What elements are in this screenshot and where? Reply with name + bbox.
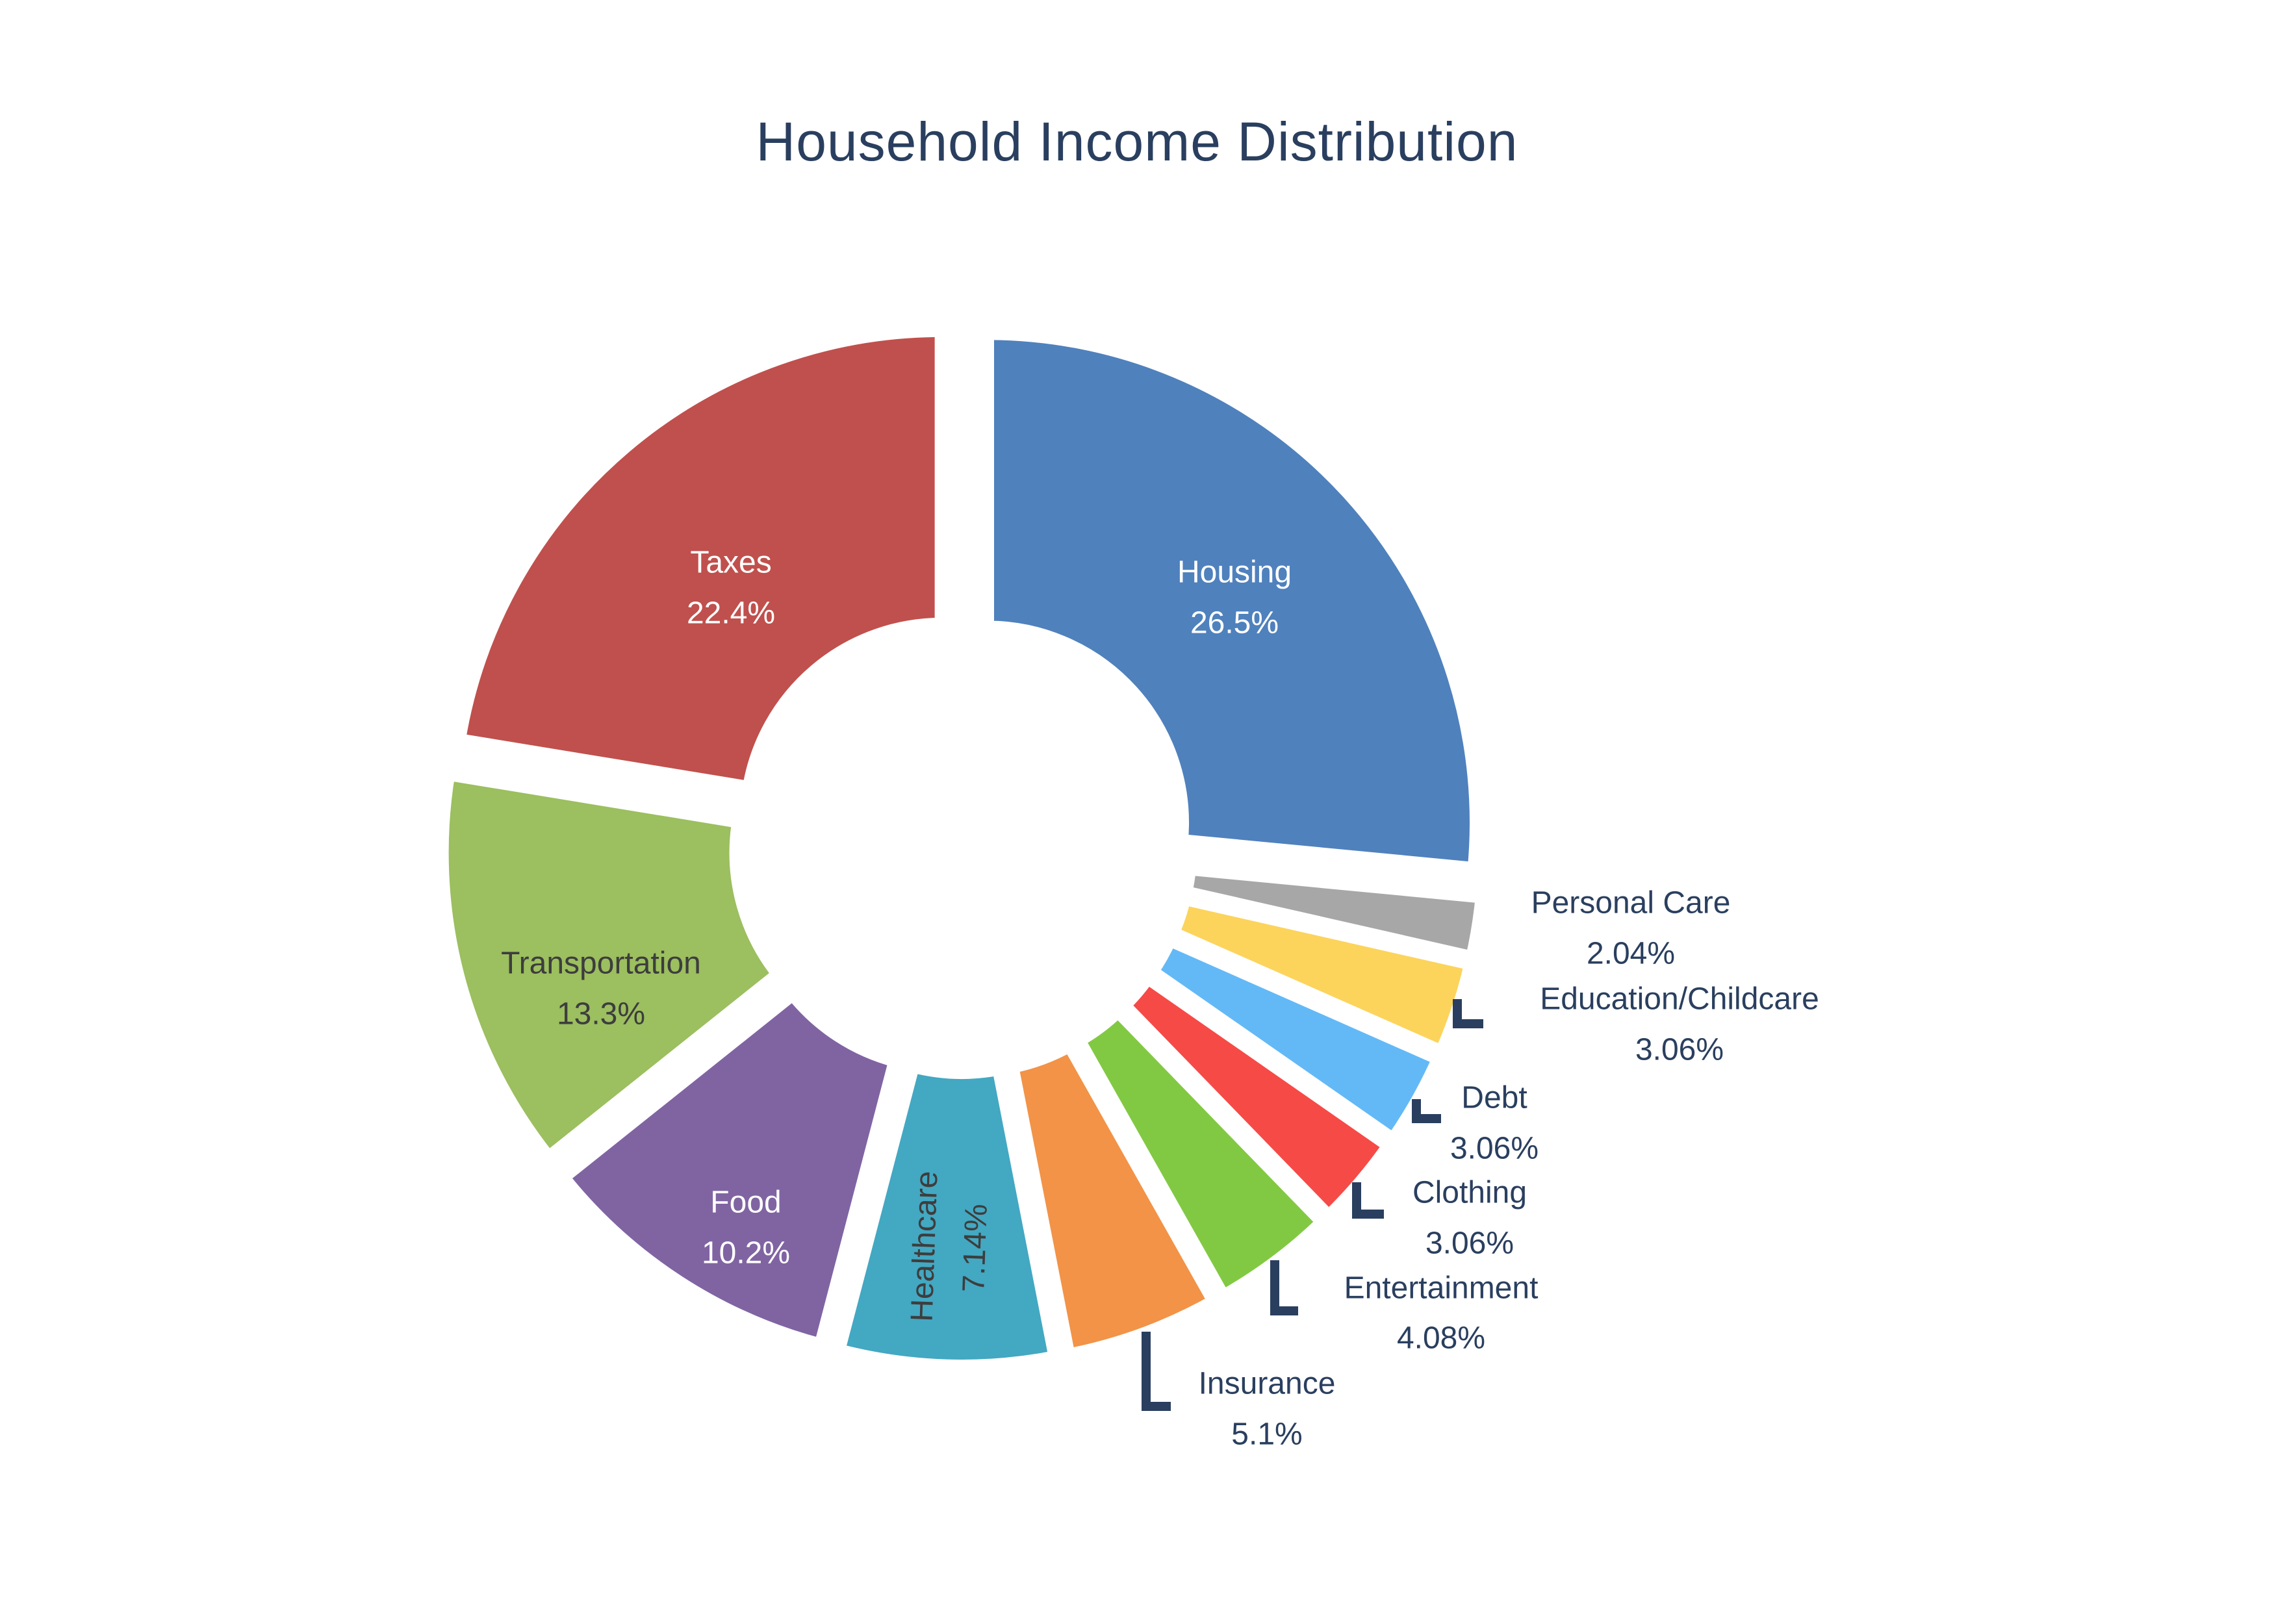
outside-label-debt: Debt bbox=[1461, 1081, 1527, 1115]
outside-label-insurance: Insurance bbox=[1199, 1367, 1336, 1401]
outside-label-clothing: 3.06% bbox=[1425, 1226, 1514, 1261]
svg-text:Housing: Housing bbox=[1177, 555, 1292, 590]
svg-text:Transportation: Transportation bbox=[501, 946, 701, 981]
outside-label-personal-care: Personal Care bbox=[1531, 886, 1731, 920]
pie-slice-food[interactable] bbox=[552, 983, 905, 1354]
chart-title: Household Income Distribution bbox=[756, 111, 1518, 172]
outside-label-education-childcare: Education/Childcare bbox=[1540, 982, 1819, 1017]
outside-label-insurance: 5.1% bbox=[1231, 1417, 1302, 1452]
svg-text:7.14%: 7.14% bbox=[956, 1203, 994, 1293]
pie-slice-taxes[interactable] bbox=[450, 322, 949, 796]
pie-slice-clothing[interactable] bbox=[1113, 967, 1400, 1228]
slice-label-food: Food 10.2% bbox=[702, 1186, 790, 1271]
svg-text:26.5%: 26.5% bbox=[1190, 606, 1279, 641]
leader-line-entertainment bbox=[1270, 1260, 1298, 1315]
pie-slice-transportation[interactable] bbox=[434, 765, 789, 1169]
svg-text:22.4%: 22.4% bbox=[687, 596, 775, 631]
svg-text:Healthcare: Healthcare bbox=[904, 1171, 944, 1323]
leader-line-clothing bbox=[1352, 1182, 1384, 1219]
slice-label-housing: Housing 26.5% bbox=[1177, 555, 1292, 641]
svg-text:Food: Food bbox=[710, 1186, 781, 1220]
pie-slice-debt[interactable] bbox=[1141, 930, 1449, 1150]
svg-text:10.2%: 10.2% bbox=[702, 1236, 790, 1271]
pie-slice-education-childcare[interactable] bbox=[1162, 889, 1480, 1062]
outside-label-education-childcare: 3.06% bbox=[1635, 1033, 1724, 1067]
leader-line-education-childcare bbox=[1453, 999, 1483, 1028]
outside-label-personal-care: 2.04% bbox=[1587, 937, 1675, 971]
slice-label-taxes: Taxes 22.4% bbox=[687, 546, 775, 631]
svg-text:Taxes: Taxes bbox=[690, 546, 771, 580]
pie-slice-entertainment[interactable] bbox=[1068, 1000, 1334, 1307]
svg-text:13.3%: 13.3% bbox=[557, 997, 645, 1032]
outside-label-debt: 3.06% bbox=[1450, 1132, 1539, 1166]
outside-label-entertainment: 4.08% bbox=[1397, 1321, 1485, 1356]
pie-slice-healthcare[interactable] bbox=[829, 1056, 1064, 1374]
pie-slice-housing[interactable] bbox=[980, 325, 1484, 878]
pie-slice-insurance[interactable] bbox=[1003, 1035, 1225, 1364]
outside-label-clothing: Clothing bbox=[1412, 1176, 1527, 1210]
slice-label-transportation: Transportation 13.3% bbox=[501, 946, 701, 1032]
leader-line-insurance bbox=[1142, 1332, 1171, 1411]
outside-label-entertainment: Entertainment bbox=[1344, 1271, 1539, 1306]
pie-slice-personal-care[interactable] bbox=[1176, 860, 1490, 967]
slice-label-healthcare: Healthcare 7.14% bbox=[904, 1171, 994, 1323]
leader-line-debt bbox=[1412, 1099, 1441, 1123]
